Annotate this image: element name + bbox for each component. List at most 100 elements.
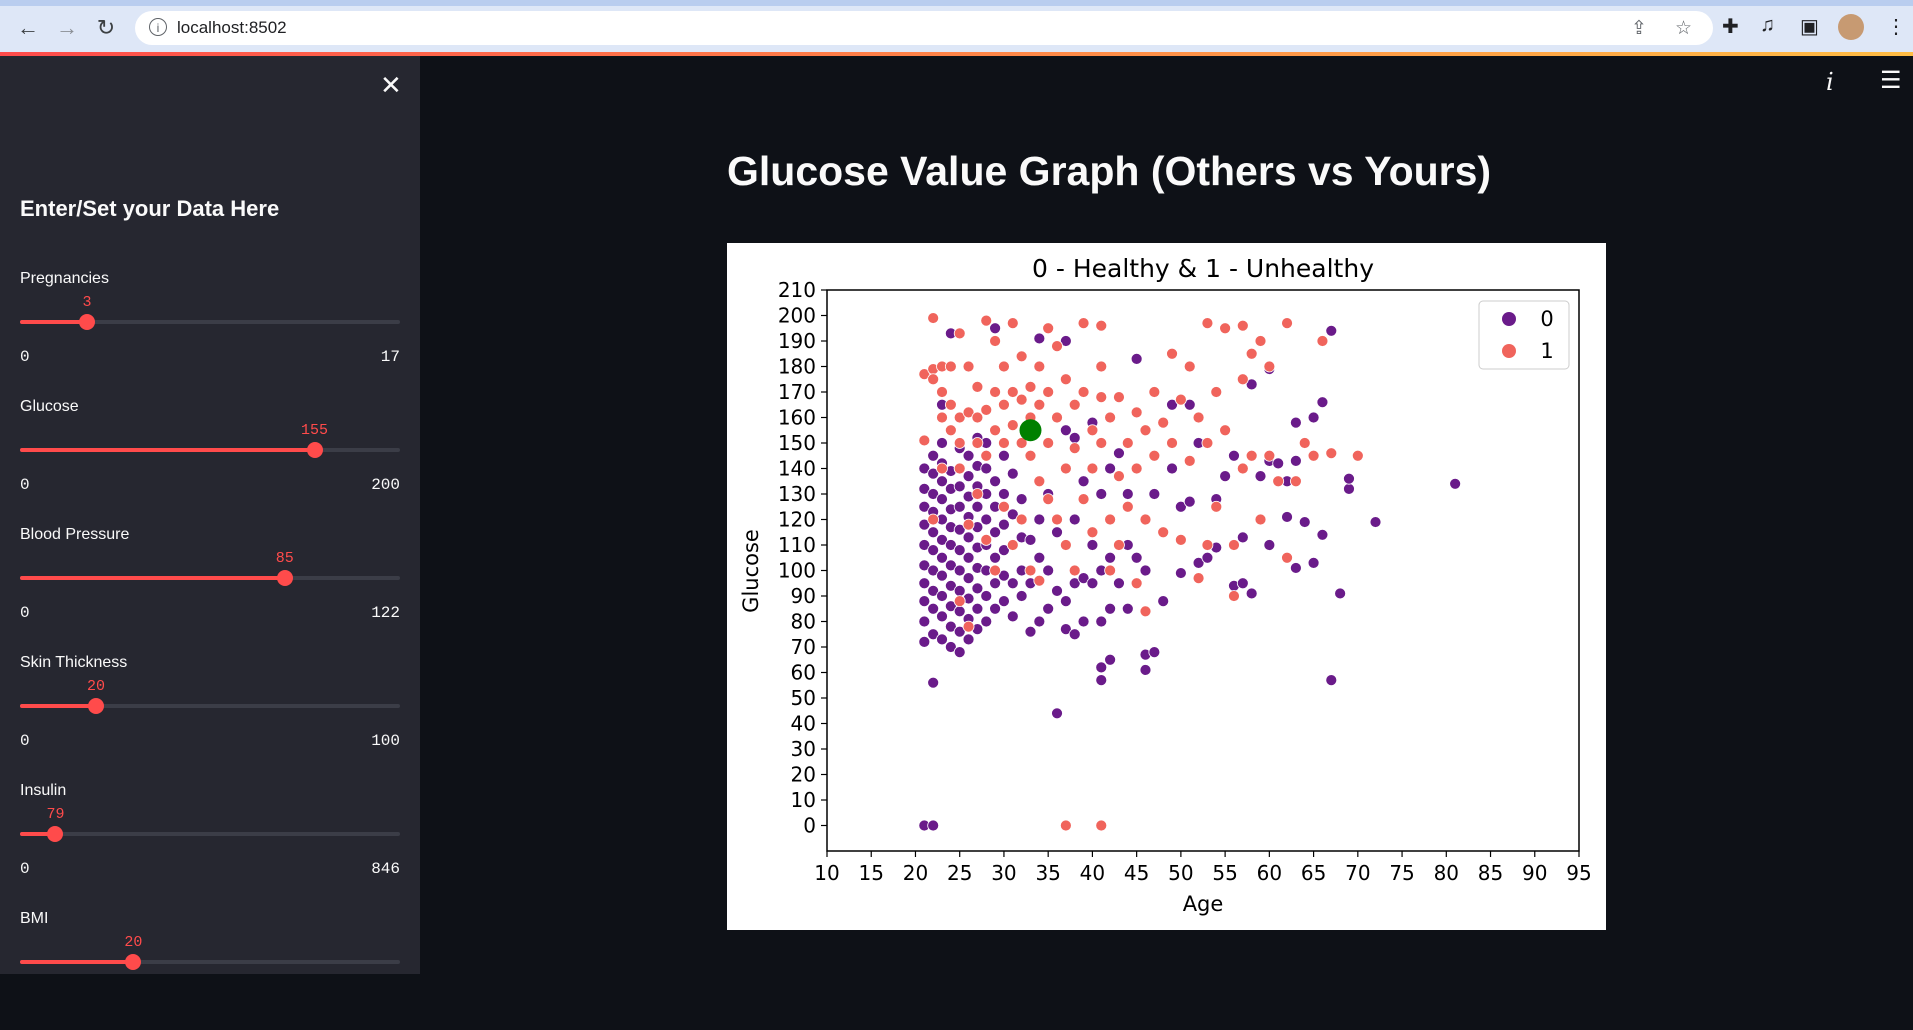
slider-thumb[interactable]: [88, 698, 104, 714]
data-point-1: [1228, 539, 1240, 551]
data-point-0: [1006, 467, 1019, 480]
address-bar[interactable]: i localhost:8502 ⇪ ☆: [135, 11, 1713, 45]
slider-blood-pressure[interactable]: Blood Pressure 85 0 122: [20, 526, 400, 646]
data-point-0: [1015, 493, 1028, 506]
slider-track[interactable]: [20, 314, 400, 330]
data-point-0: [1095, 615, 1108, 628]
data-point-0: [953, 646, 966, 659]
data-point-0: [1316, 396, 1329, 409]
profile-avatar[interactable]: [1838, 14, 1864, 40]
slider-track[interactable]: [20, 954, 400, 970]
data-point-0: [1236, 531, 1249, 544]
data-point-1: [1042, 386, 1055, 398]
axis-ticks: 10 15 20 25 30 35 40 45 50 55 60 65 70 75 80 85 90 950102…: [778, 278, 1592, 885]
data-point-1: [1254, 335, 1267, 347]
slider-thumb[interactable]: [47, 826, 64, 842]
data-point-1: [1059, 819, 1072, 832]
slider-max: 100: [371, 732, 400, 750]
slider-insulin[interactable]: Insulin 79 0 846: [20, 782, 400, 902]
data-point-0: [936, 551, 948, 564]
data-point-0: [1006, 577, 1019, 590]
data-point-1: [1015, 437, 1028, 449]
data-point-0: [980, 590, 993, 602]
data-point-1: [1095, 360, 1108, 373]
data-point-1: [927, 373, 940, 386]
share-icon[interactable]: ⇪: [1631, 18, 1647, 39]
data-point-0: [1148, 488, 1161, 500]
data-point-1: [962, 406, 975, 419]
data-point-0: [962, 531, 975, 544]
slider-value: 155: [300, 422, 329, 439]
data-point-0: [1183, 398, 1196, 411]
data-point-0: [936, 569, 948, 582]
forward-arrow-icon[interactable]: →: [56, 15, 78, 40]
data-point-1: [944, 424, 957, 437]
data-point-0: [1068, 577, 1081, 590]
data-point-0: [1059, 335, 1072, 347]
data-point-0: [962, 449, 975, 462]
info-icon[interactable]: i: [1826, 68, 1834, 96]
slider-pregnancies[interactable]: Pregnancies 3 0 17: [20, 270, 400, 390]
slider-thumb[interactable]: [79, 314, 96, 330]
x-tick-label: 75: [1389, 861, 1414, 885]
data-point-0: [944, 579, 957, 592]
y-tick-label: 10: [791, 788, 816, 812]
back-arrow-icon[interactable]: ←: [17, 15, 39, 40]
data-point-1: [936, 411, 948, 424]
site-info-icon[interactable]: i: [149, 18, 167, 36]
x-tick-label: 50: [1168, 861, 1193, 885]
slider-max: 17: [380, 348, 400, 366]
slider-fill: [20, 832, 56, 836]
data-point-1: [1104, 564, 1117, 577]
x-tick-label: 45: [1124, 861, 1149, 885]
slider-skin-thickness[interactable]: Skin Thickness 20 0 100: [20, 654, 400, 774]
data-point-0: [989, 602, 1001, 615]
data-point-0: [1148, 646, 1161, 659]
data-point-1: [962, 360, 975, 373]
data-point-0: [936, 493, 948, 506]
slider-track[interactable]: [20, 442, 400, 458]
y-tick-label: 30: [791, 737, 816, 761]
x-tick-label: 10: [814, 861, 839, 885]
extensions-icon[interactable]: ✚: [1722, 16, 1739, 38]
hamburger-menu-icon[interactable]: ☰: [1880, 67, 1902, 94]
slider-track[interactable]: [20, 826, 400, 842]
data-point-1: [953, 411, 966, 424]
data-point-0: [927, 676, 940, 689]
slider-label: BMI: [20, 910, 49, 927]
data-point-0: [1343, 472, 1355, 485]
data-point-1: [918, 368, 931, 381]
data-point-1: [971, 380, 984, 393]
y-tick-label: 90: [791, 584, 816, 608]
data-point-0: [918, 500, 931, 513]
data-point-1: [1015, 513, 1028, 526]
slider-bmi[interactable]: BMI 20: [20, 910, 400, 1030]
slider-track[interactable]: [20, 698, 400, 714]
bookmark-star-icon[interactable]: ☆: [1675, 18, 1693, 39]
data-point-1: [1006, 539, 1019, 551]
media-control-icon[interactable]: ♫: [1760, 14, 1775, 36]
slider-thumb[interactable]: [306, 442, 323, 458]
data-point-1: [1077, 317, 1090, 330]
data-point-1: [1095, 819, 1108, 832]
more-menu-icon[interactable]: ⋮: [1886, 16, 1906, 38]
side-panel-icon[interactable]: ▣: [1800, 16, 1819, 38]
slider-glucose[interactable]: Glucose 155 0 200: [20, 398, 400, 518]
x-tick-label: 30: [991, 861, 1016, 885]
close-icon[interactable]: ✕: [380, 70, 402, 100]
slider-track[interactable]: [20, 570, 400, 586]
slider-thumb[interactable]: [276, 570, 293, 586]
data-point-1: [1298, 437, 1311, 449]
page-title: Glucose Value Graph (Others vs Yours): [727, 148, 1492, 194]
slider-thumb[interactable]: [125, 954, 142, 970]
data-point-1: [1015, 393, 1028, 406]
data-point-0: [1228, 449, 1240, 462]
slider-value: 20: [124, 934, 143, 951]
data-point-0: [1343, 482, 1355, 495]
data-point-0: [1095, 488, 1108, 500]
data-point-0: [918, 595, 931, 608]
reload-icon[interactable]: ↻: [96, 15, 116, 40]
scatter-chart: 0 - Healthy & 1 - Unhealthy Age Glucose …: [727, 243, 1606, 930]
data-point-0: [1183, 495, 1196, 508]
data-point-1: [980, 314, 993, 327]
